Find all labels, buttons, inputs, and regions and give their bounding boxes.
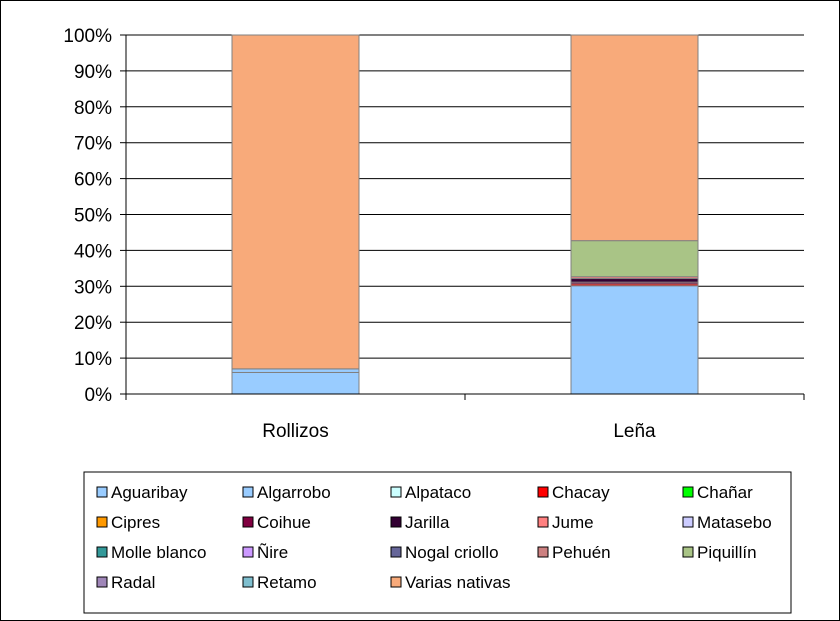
legend-swatch-jume [537,516,549,528]
legend-label-coihue: Coihue [257,513,311,532]
y-tick-label: 20% [74,313,112,334]
y-tick-label: 60% [74,170,112,191]
legend-swatch-jarilla [390,516,402,528]
legend-swatch-nire [242,546,254,558]
legend-swatch-chacay [537,486,549,498]
y-tick-label: 70% [74,134,112,155]
y-tick-label: 40% [74,241,112,262]
legend-label-cipres: Cipres [111,513,160,532]
legend-swatch-pehuen [537,546,549,558]
y-tick-label: 0% [85,385,113,406]
y-tick-label: 80% [74,98,112,119]
legend-swatch-molle-blanco [96,546,108,558]
bar-segment-piquillin-lena [570,240,699,278]
legend-label-molle-blanco: Molle blanco [111,543,206,562]
legend-swatch-varias-nativas [390,576,402,588]
legend-swatch-chanar [682,486,694,498]
axes [120,34,805,400]
legend-swatch-piquillin [682,546,694,558]
legend-label-radal: Radal [111,573,155,592]
legend-label-algarrobo: Algarrobo [257,483,331,502]
legend-swatch-aguaribay [96,486,108,498]
legend-swatch-matasebo [682,516,694,528]
legend-swatch-retamo [242,576,254,588]
legend-label-chanar: Chañar [697,483,753,502]
y-tick-label: 100% [63,26,112,47]
legend-label-retamo: Retamo [257,573,317,592]
x-category-labels: Rollizos Leña [262,421,656,442]
legend-swatch-coihue [242,516,254,528]
legend-label-matasebo: Matasebo [697,513,772,532]
legend-label-jarilla: Jarilla [405,513,450,532]
bar-segment-varias-nativas-rollizos [231,34,360,370]
legend-swatch-radal [96,576,108,588]
legend-swatch-alpataco [390,486,402,498]
legend-label-piquillin: Piquillín [697,543,757,562]
y-tick-label: 10% [74,349,112,370]
y-tick-labels: 0% 10% 20% 30% 40% 50% 60% 70% 80% 90% 100% [63,26,112,406]
y-tick-label: 90% [74,62,112,83]
legend-label-varias-nativas: Varias nativas [405,573,511,592]
y-tick-label: 30% [74,277,112,298]
y-tick-label: 50% [74,206,112,227]
x-category-label: Leña [613,421,656,442]
legend-label-jume: Jume [552,513,594,532]
legend-swatch-nogal-criollo [390,546,402,558]
bar-segment-aguaribay-rollizos [231,371,360,395]
legend: Aguaribay Algarrobo Alpataco Chacay Chañar Ci… [96,483,772,592]
x-category-label: Rollizos [262,421,329,442]
legend-label-aguaribay: Aguaribay [111,483,188,502]
legend-box [83,471,792,614]
legend-label-pehuen: Pehuén [552,543,611,562]
bar-segment-algarrobo-rollizos [231,368,360,373]
bars [231,34,699,395]
bar-segment-aguaribay-lena [570,285,699,395]
legend-label-alpataco: Alpataco [405,483,471,502]
bar-segment-jarilla-lena [570,278,699,283]
legend-label-nogal-criollo: Nogal criollo [405,543,499,562]
legend-swatch-algarrobo [242,486,254,498]
legend-label-nire: Ñire [257,543,288,562]
legend-swatch-cipres [96,516,108,528]
bar-segment-varias-nativas-lena [570,34,699,242]
legend-label-chacay: Chacay [552,483,610,502]
gridlines [126,34,804,359]
